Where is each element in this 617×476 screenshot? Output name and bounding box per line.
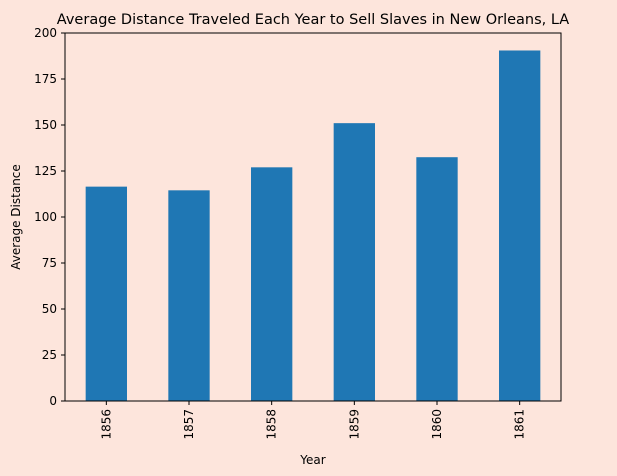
plot-frame (64, 32, 562, 402)
y-tick-label: 150 (34, 118, 57, 132)
chart-title: Average Distance Traveled Each Year to S… (57, 12, 570, 28)
y-tick-label: 25 (42, 348, 57, 362)
bar-1858 (251, 167, 293, 401)
y-tick-label: 0 (49, 394, 57, 408)
x-tick-label-1856: 1856 (99, 409, 113, 440)
y-tick-label: 100 (34, 210, 57, 224)
y-axis-title: Average Distance (9, 164, 23, 270)
bar-1859 (333, 123, 375, 401)
x-tick-label-1859: 1859 (347, 409, 361, 440)
x-tick-label-1860: 1860 (430, 409, 444, 440)
y-tick-label: 75 (42, 256, 57, 270)
y-axis: 0 25 50 75 100 125 150 175 200 (34, 26, 65, 408)
y-tick-label: 125 (34, 164, 57, 178)
x-tick-label-1857: 1857 (182, 409, 196, 440)
bars-group (85, 50, 541, 401)
y-tick-label: 175 (34, 72, 57, 86)
bar-1857 (168, 190, 210, 401)
x-axis: 1856 1857 1858 1859 1860 1861 (99, 401, 527, 440)
y-tick-label: 50 (42, 302, 57, 316)
x-tick-label-1858: 1858 (265, 409, 279, 440)
bar-1861 (499, 50, 541, 401)
bar-1860 (416, 157, 458, 401)
bar-1856 (85, 186, 127, 401)
x-axis-title: Year (299, 453, 325, 467)
x-tick-label-1861: 1861 (513, 409, 527, 440)
y-tick-label: 200 (34, 26, 57, 40)
